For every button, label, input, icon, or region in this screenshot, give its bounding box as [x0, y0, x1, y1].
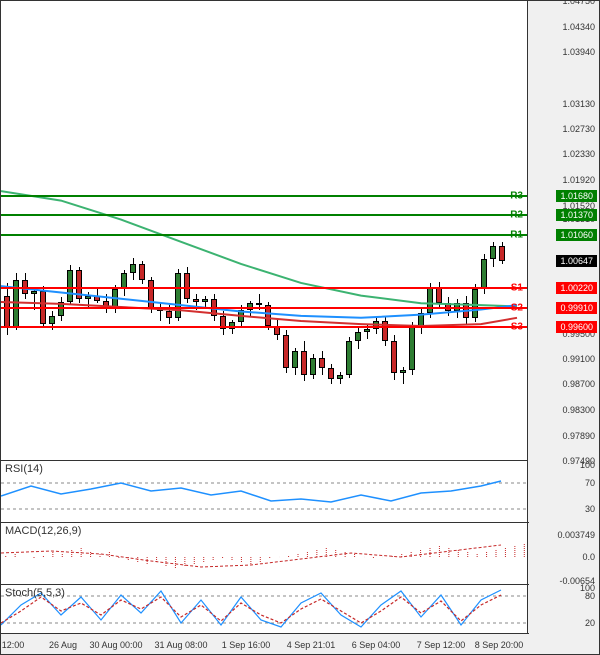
macd-panel[interactable]: MACD(12,26,9) — [1, 523, 529, 585]
stoch-label: Stoch(5,5,3) — [5, 587, 65, 599]
macd-label: MACD(12,26,9) — [5, 525, 81, 537]
stoch-plot — [1, 585, 529, 635]
rsi-label: RSI(14) — [5, 463, 43, 475]
main-price-chart[interactable]: R3R2R1S1S2S3 — [1, 1, 529, 461]
candle-area — [1, 1, 529, 461]
time-x-axis: 12:0026 Aug30 Aug 00:0031 Aug 08:001 Sep… — [1, 633, 529, 654]
rsi-panel[interactable]: RSI(14) — [1, 461, 529, 523]
stoch-panel[interactable]: Stoch(5,5,3) — [1, 585, 529, 635]
rsi-plot — [1, 461, 529, 523]
price-y-axis: 1.047501.043401.039401.031301.027301.023… — [527, 1, 599, 654]
chart-container: R3R2R1S1S2S3 1.047501.043401.039401.0313… — [0, 0, 600, 655]
